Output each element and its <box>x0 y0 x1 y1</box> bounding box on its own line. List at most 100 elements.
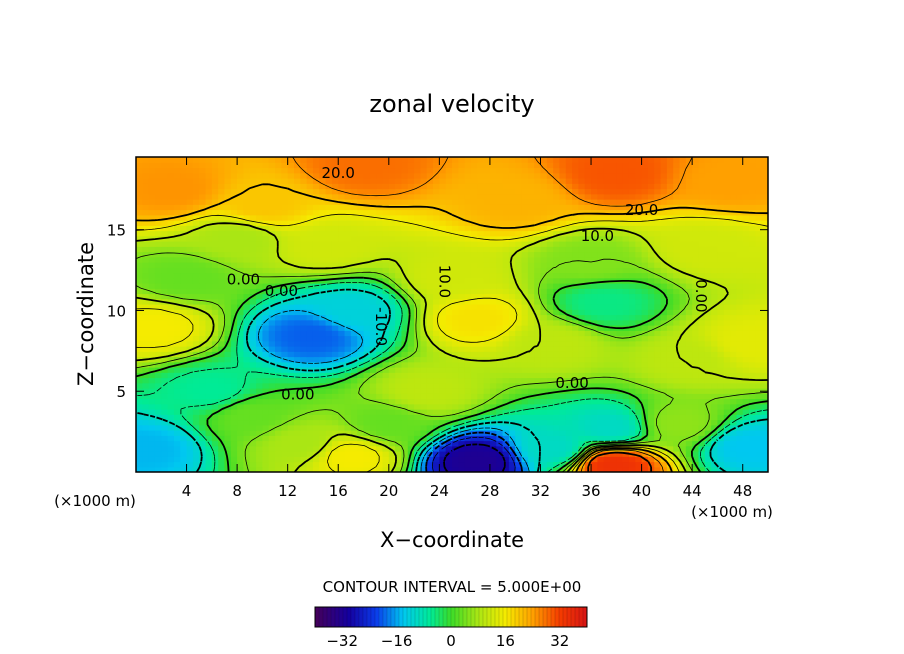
heat-cell <box>287 414 295 421</box>
heat-cell <box>237 435 245 442</box>
heat-cell <box>711 335 719 342</box>
heat-cell <box>382 246 390 253</box>
heat-cell <box>180 456 188 463</box>
heat-cell <box>578 262 586 268</box>
heat-cell <box>319 214 327 221</box>
heat-cell <box>237 309 245 316</box>
heat-cell <box>344 367 352 373</box>
heat-cell <box>136 256 143 263</box>
heat-cell <box>199 235 207 242</box>
heat-cell <box>136 461 143 468</box>
heat-cell <box>369 319 377 326</box>
heat-cell <box>262 272 270 279</box>
heat-cell <box>262 267 270 274</box>
heat-cell <box>369 272 377 279</box>
heat-cell <box>294 451 301 457</box>
heat-cell <box>369 340 377 347</box>
heat-cell <box>136 398 143 405</box>
heat-cell <box>243 435 251 442</box>
heat-cell <box>186 382 194 389</box>
heat-cell <box>698 304 706 310</box>
heat-cell <box>521 267 529 274</box>
heat-cell <box>287 246 295 253</box>
heat-cell <box>167 440 175 447</box>
heat-cell <box>452 277 459 284</box>
heat-cell <box>268 288 276 295</box>
heat-cell <box>281 351 289 358</box>
heat-cell <box>610 225 617 232</box>
heat-cell <box>136 246 143 253</box>
heat-cell <box>761 456 768 463</box>
heat-cell <box>647 262 655 268</box>
heat-cell <box>679 398 687 405</box>
heat-cell <box>344 241 352 247</box>
heat-cell <box>275 451 282 457</box>
heat-cell <box>382 251 390 258</box>
heat-cell <box>192 451 200 457</box>
heat-cell <box>521 283 529 289</box>
heat-cell <box>218 335 226 342</box>
heat-cell <box>464 314 472 321</box>
heat-cell <box>755 424 763 431</box>
heat-cell <box>711 424 719 431</box>
heat-cell <box>654 230 662 237</box>
heat-cell <box>338 235 346 242</box>
heat-cell <box>401 256 409 263</box>
heat-cell <box>679 388 687 394</box>
heat-cell <box>325 361 333 368</box>
heat-cell <box>711 209 719 216</box>
heat-cell <box>464 456 472 463</box>
heat-cell <box>521 235 529 242</box>
heat-cell <box>616 430 624 436</box>
heat-cell <box>249 277 257 284</box>
heat-cell <box>755 230 763 237</box>
heat-cell <box>256 314 263 321</box>
heat-cell <box>698 382 706 389</box>
heat-cell <box>502 262 510 268</box>
heat-cell <box>136 277 143 284</box>
heat-cell <box>344 424 352 431</box>
heat-cell <box>382 424 390 431</box>
heat-cell <box>420 277 428 284</box>
heat-cell <box>161 382 169 389</box>
heat-cell <box>761 351 768 358</box>
heat-cell <box>426 361 434 368</box>
heat-cell <box>136 241 143 247</box>
heat-cell <box>167 272 175 279</box>
heat-cell <box>628 335 636 342</box>
heat-cell <box>641 445 649 452</box>
heat-cell <box>603 456 611 463</box>
heat-cell <box>591 451 598 457</box>
heat-cell <box>148 393 156 400</box>
heat-cell <box>742 377 750 384</box>
heat-cell <box>578 403 586 410</box>
heat-cell <box>344 314 352 321</box>
heat-cell <box>730 440 737 447</box>
heat-cell <box>186 209 194 216</box>
heat-cell <box>230 435 238 442</box>
heat-cell <box>565 309 573 316</box>
heat-cell <box>224 409 232 415</box>
heat-cell <box>344 377 352 384</box>
heat-cell <box>489 225 497 232</box>
heat-cell <box>666 430 674 436</box>
heat-cell <box>180 440 188 447</box>
heat-cell <box>148 277 156 284</box>
heat-cell <box>142 209 150 216</box>
heat-cell <box>755 466 763 472</box>
heat-cell <box>338 398 346 405</box>
heat-cell <box>439 235 447 242</box>
heat-cell <box>401 461 409 468</box>
heat-cell <box>167 435 175 442</box>
heat-cell <box>287 382 295 389</box>
heat-cell <box>350 298 358 305</box>
heat-cell <box>199 445 207 452</box>
heat-cell <box>730 251 737 258</box>
heat-cell <box>508 466 516 472</box>
heat-cell <box>420 304 428 310</box>
heat-cell <box>218 293 226 300</box>
heat-cell <box>591 256 598 263</box>
heat-cell <box>262 419 270 426</box>
heat-cell <box>256 319 263 326</box>
heat-cell <box>458 398 466 405</box>
